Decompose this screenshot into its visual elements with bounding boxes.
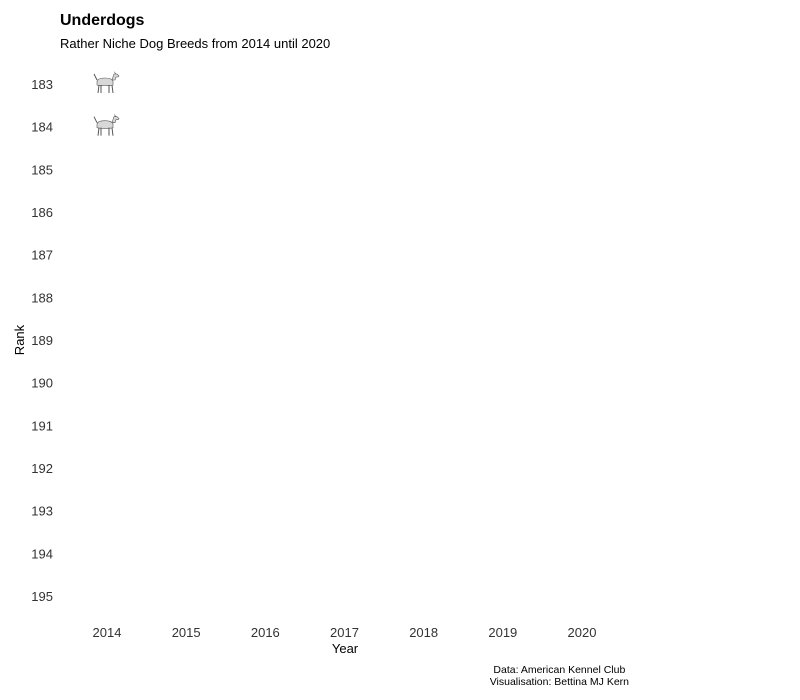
caption-source: Data: American Kennel Club — [493, 664, 626, 676]
x-tick-label: 2018 — [409, 625, 438, 640]
x-tick-label: 2016 — [251, 625, 280, 640]
x-tick-label: 2014 — [93, 625, 122, 640]
harrier-dog-icon — [93, 113, 120, 137]
y-tick-label: 189 — [31, 333, 53, 348]
y-tick-label: 183 — [31, 77, 53, 92]
y-tick-label: 195 — [31, 589, 53, 604]
y-tick-label: 184 — [31, 120, 53, 135]
y-tick-label: 194 — [31, 546, 53, 561]
y-tick-label: 190 — [31, 376, 53, 391]
y-tick-label: 187 — [31, 248, 53, 263]
y-tick-label: 188 — [31, 290, 53, 305]
y-tick-label: 186 — [31, 205, 53, 220]
x-tick-label: 2020 — [568, 625, 597, 640]
chart-subtitle: Rather Niche Dog Breeds from 2014 until … — [60, 36, 331, 51]
x-tick-label: 2015 — [172, 625, 201, 640]
chart-title: Underdogs — [60, 12, 145, 29]
x-axis-title: Year — [332, 641, 359, 656]
y-tick-label: 185 — [31, 162, 53, 177]
y-tick-label: 192 — [31, 461, 53, 476]
y-tick-label: 191 — [31, 418, 53, 433]
caption: Data: American Kennel Club Visualisation… — [490, 664, 629, 688]
caption-author: Visualisation: Bettina MJ Kern — [489, 676, 629, 688]
y-tick-label: 193 — [31, 504, 53, 519]
foxhound-dog-icon — [93, 70, 120, 94]
x-tick-label: 2017 — [330, 625, 359, 640]
x-tick-label: 2019 — [488, 625, 517, 640]
y-axis-title: Rank — [12, 324, 27, 355]
